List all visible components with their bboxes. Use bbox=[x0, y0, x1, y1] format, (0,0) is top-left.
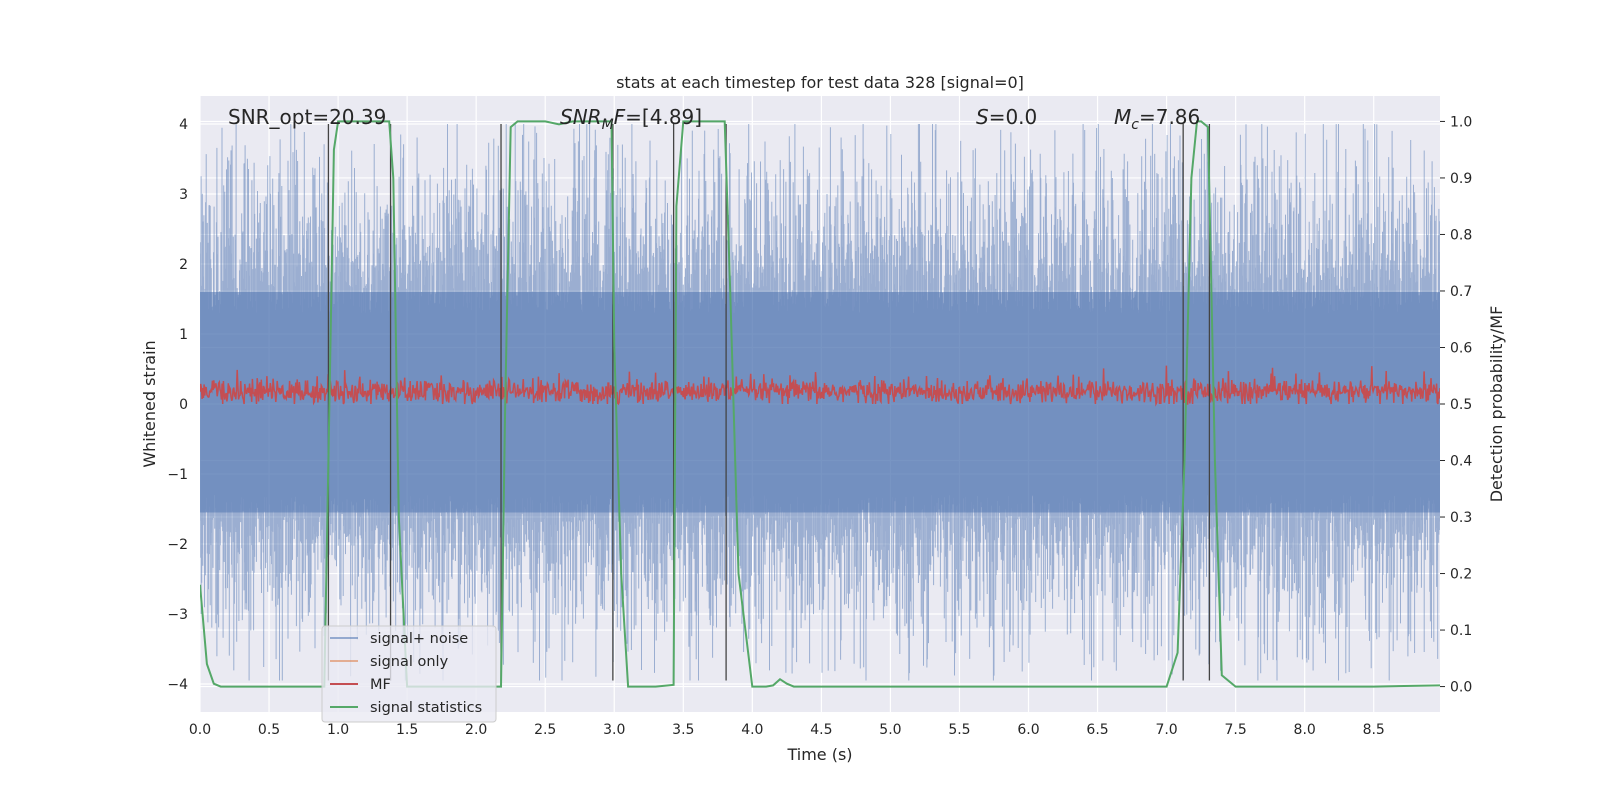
series-signal-noise bbox=[200, 124, 1440, 681]
y-right-tick-label: 0.9 bbox=[1450, 171, 1472, 187]
y-right-tick-label: 0.6 bbox=[1450, 340, 1472, 356]
x-tick-label: 2.0 bbox=[465, 722, 487, 738]
legend-label-signal-noise: signal+ noise bbox=[370, 631, 468, 647]
y-tick-label: −4 bbox=[167, 677, 188, 693]
annotation-mc: Mc=7.86 bbox=[1114, 105, 1200, 133]
y-tick-label: 0 bbox=[179, 397, 188, 413]
legend: signal+ noise signal only MF signal stat… bbox=[321, 625, 497, 723]
legend-label-signal-only: signal only bbox=[370, 654, 449, 670]
legend-label-mf: MF bbox=[370, 677, 391, 693]
y-right-tick-label: 1.0 bbox=[1450, 114, 1472, 130]
x-axis-label: Time (s) bbox=[786, 745, 852, 764]
y-right-axis-label: Detection probability/MF bbox=[1487, 306, 1506, 503]
y-right-tick-labels: 1.0 0.9 0.8 0.7 0.6 0.5 0.4 0.3 0.2 0.1 0.0 bbox=[1440, 114, 1472, 696]
y-tick-label: −2 bbox=[167, 537, 188, 553]
y-right-tick-label: 0.7 bbox=[1450, 284, 1472, 300]
annotation-snr-opt: SNR_opt=20.39 bbox=[228, 105, 386, 129]
x-tick-label: 4.0 bbox=[741, 722, 763, 738]
y-right-tick-label: 0.3 bbox=[1450, 510, 1472, 526]
y-right-tick-label: 0.2 bbox=[1450, 567, 1472, 583]
legend-label-signal-statistics: signal statistics bbox=[370, 700, 482, 716]
y-tick-label: 3 bbox=[179, 187, 188, 203]
y-tick-label: 2 bbox=[179, 257, 188, 273]
annotation-s: S=0.0 bbox=[976, 105, 1037, 129]
y-tick-label: −1 bbox=[167, 467, 188, 483]
y-tick-label: 1 bbox=[179, 327, 188, 343]
x-tick-label: 0.5 bbox=[258, 722, 280, 738]
series-signal-statistics bbox=[200, 120, 1440, 688]
y-tick-label: −3 bbox=[167, 607, 188, 623]
y-right-tick-label: 0.5 bbox=[1450, 397, 1472, 413]
x-tick-label: 2.5 bbox=[534, 722, 556, 738]
chart-title: stats at each timestep for test data 328… bbox=[616, 73, 1024, 92]
x-tick-label: 3.0 bbox=[603, 722, 625, 738]
y-right-tick-label: 0.1 bbox=[1450, 623, 1472, 639]
mf-line bbox=[200, 365, 1440, 407]
legend-box bbox=[321, 625, 497, 723]
x-tick-labels: 0.0 0.5 1.0 1.5 2.0 2.5 3.0 3.5 4.0 4.5 5.0 5.5 6.0 6… bbox=[189, 722, 1385, 738]
x-tick-label: 8.5 bbox=[1363, 722, 1385, 738]
x-tick-label: 3.5 bbox=[672, 722, 694, 738]
x-tick-label: 7.5 bbox=[1225, 722, 1247, 738]
x-tick-label: 8.0 bbox=[1294, 722, 1316, 738]
y-tick-label: 4 bbox=[179, 117, 188, 133]
signal-statistics-line bbox=[200, 120, 1440, 688]
x-tick-label: 4.5 bbox=[810, 722, 832, 738]
y-axis-label: Whitened strain bbox=[140, 340, 159, 467]
x-tick-label: 0.0 bbox=[189, 722, 211, 738]
x-tick-label: 6.5 bbox=[1086, 722, 1108, 738]
x-tick-label: 7.0 bbox=[1155, 722, 1177, 738]
y-right-tick-label: 0.8 bbox=[1450, 227, 1472, 243]
x-tick-label: 5.0 bbox=[879, 722, 901, 738]
annotation-snr-mf: SNRMF=[4.89] bbox=[560, 105, 702, 133]
y-right-tick-label: 0.0 bbox=[1450, 680, 1472, 696]
x-tick-label: 5.5 bbox=[948, 722, 970, 738]
x-tick-label: 1.0 bbox=[327, 722, 349, 738]
series-mf bbox=[200, 365, 1440, 407]
x-tick-label: 1.5 bbox=[396, 722, 418, 738]
y-tick-labels: 4 3 2 1 0 −1 −2 −3 −4 bbox=[167, 117, 188, 693]
x-tick-label: 6.0 bbox=[1017, 722, 1039, 738]
y-right-tick-label: 0.4 bbox=[1450, 454, 1472, 470]
